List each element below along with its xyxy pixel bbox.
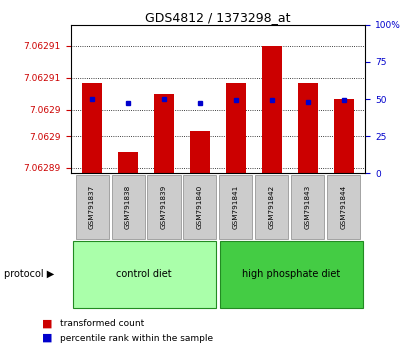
Bar <box>291 175 324 239</box>
Bar <box>183 175 217 239</box>
Text: high phosphate diet: high phosphate diet <box>242 269 341 279</box>
Text: control diet: control diet <box>116 269 172 279</box>
Text: GSM791843: GSM791843 <box>305 185 311 229</box>
Text: GSM791844: GSM791844 <box>341 185 347 229</box>
Bar <box>298 83 317 173</box>
Bar <box>334 99 354 173</box>
Text: GSM791837: GSM791837 <box>89 185 95 229</box>
Title: GDS4812 / 1373298_at: GDS4812 / 1373298_at <box>145 11 290 24</box>
Bar <box>118 152 138 173</box>
Bar <box>82 83 102 173</box>
Text: ■: ■ <box>42 319 52 329</box>
Text: ■: ■ <box>42 333 52 343</box>
Bar <box>219 175 252 239</box>
Bar <box>147 175 181 239</box>
Bar <box>262 46 282 173</box>
Bar <box>190 131 210 173</box>
Text: protocol ▶: protocol ▶ <box>4 269 54 279</box>
Text: GSM791839: GSM791839 <box>161 185 167 229</box>
Bar <box>327 175 360 239</box>
Text: GSM791842: GSM791842 <box>269 185 275 229</box>
Bar <box>226 83 246 173</box>
Bar <box>112 175 144 239</box>
Text: GSM791841: GSM791841 <box>233 185 239 229</box>
Bar <box>76 175 109 239</box>
Text: transformed count: transformed count <box>60 319 144 329</box>
Text: GSM791840: GSM791840 <box>197 185 203 229</box>
Text: percentile rank within the sample: percentile rank within the sample <box>60 333 213 343</box>
Bar <box>154 94 174 173</box>
Bar <box>255 175 288 239</box>
Text: GSM791838: GSM791838 <box>125 185 131 229</box>
